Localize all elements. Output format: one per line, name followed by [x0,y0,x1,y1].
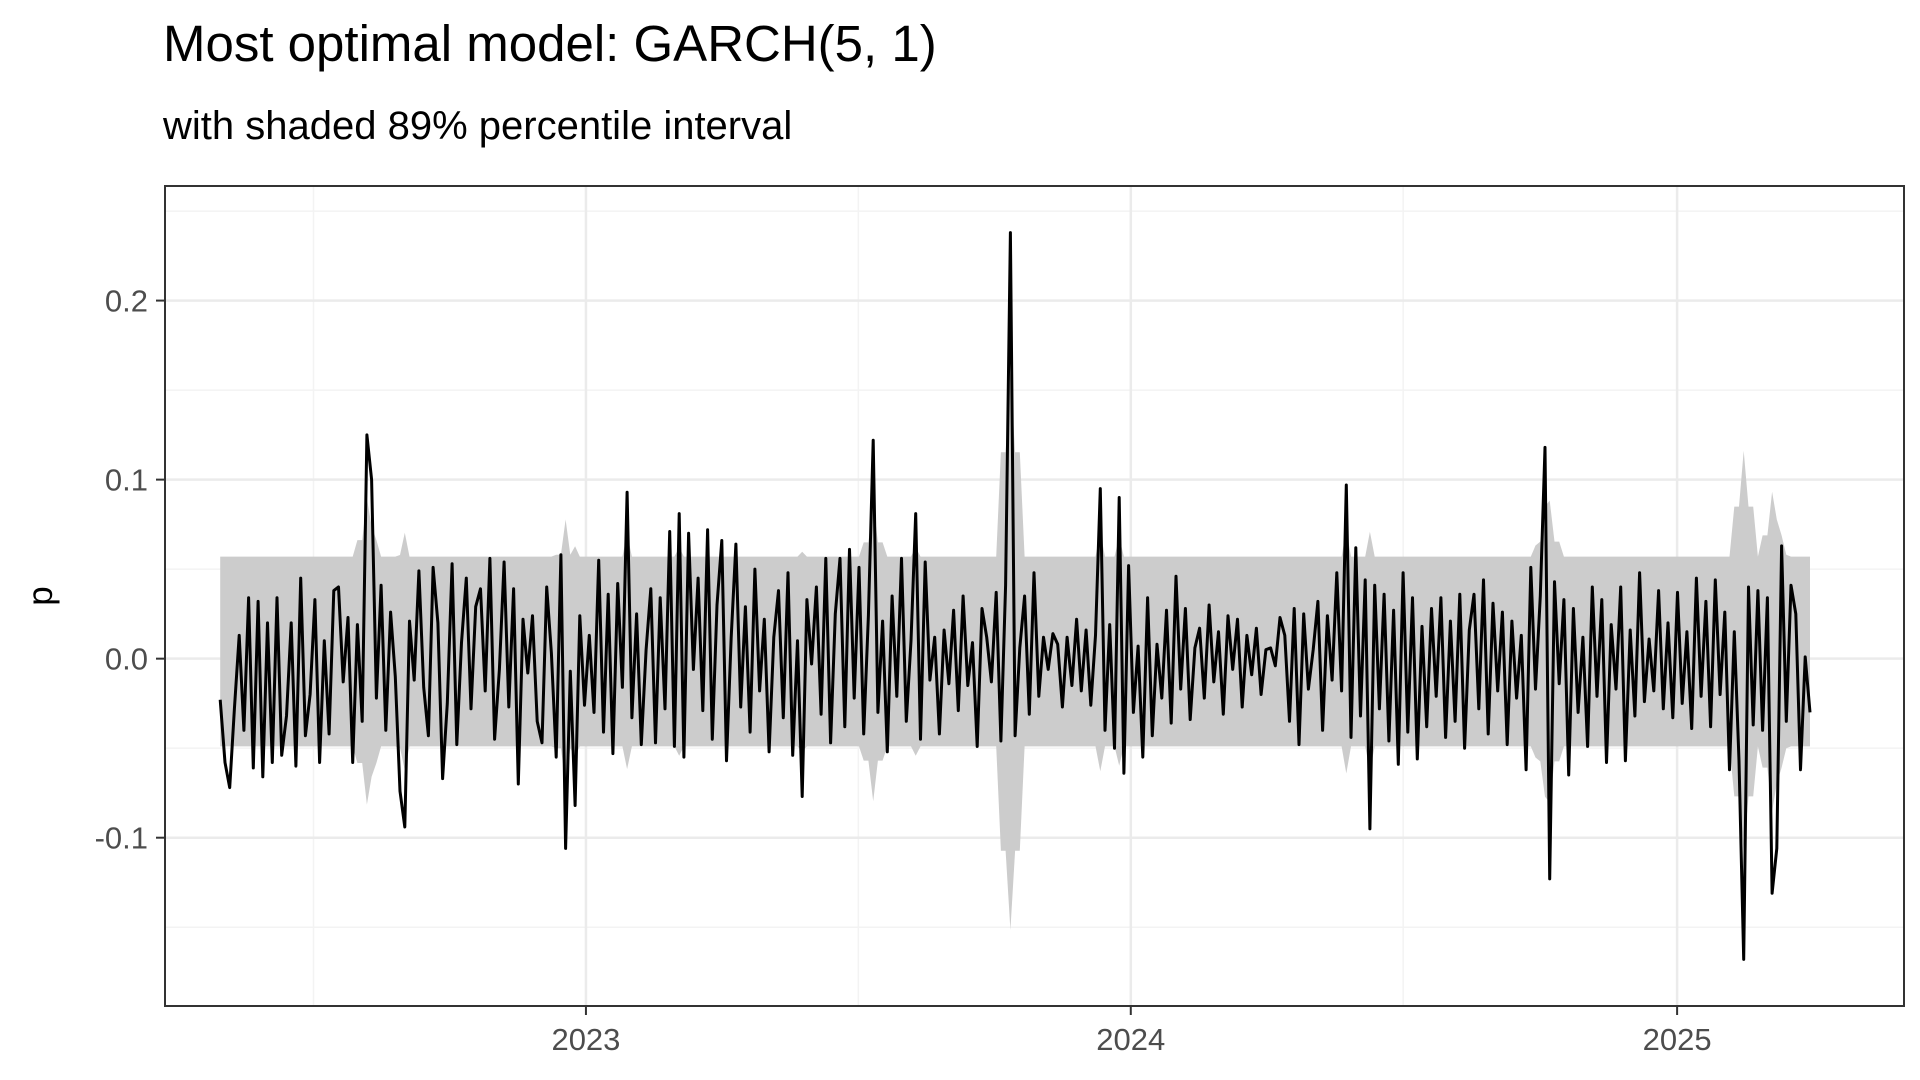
chart-subtitle: with shaded 89% percentile interval [163,104,793,148]
x-tick-label: 2023 [551,1022,620,1057]
y-axis-title: p [21,586,60,605]
series-line [218,231,1812,961]
y-axis: -0.1 0.0 0.1 0.2 [95,284,165,856]
panel-border [164,185,1905,1007]
chart-title: Most optimal model: GARCH(5, 1) [163,15,937,72]
y-tick-label: 0.0 [105,642,148,677]
x-tick-label: 2024 [1096,1022,1165,1057]
y-tick-label: 0.1 [105,463,148,498]
x-axis: 2023 2024 2025 [551,1006,1712,1057]
y-tick-label: 0.2 [105,284,148,319]
x-tick-label: 2025 [1643,1022,1712,1057]
y-tick-label: -0.1 [95,821,148,856]
